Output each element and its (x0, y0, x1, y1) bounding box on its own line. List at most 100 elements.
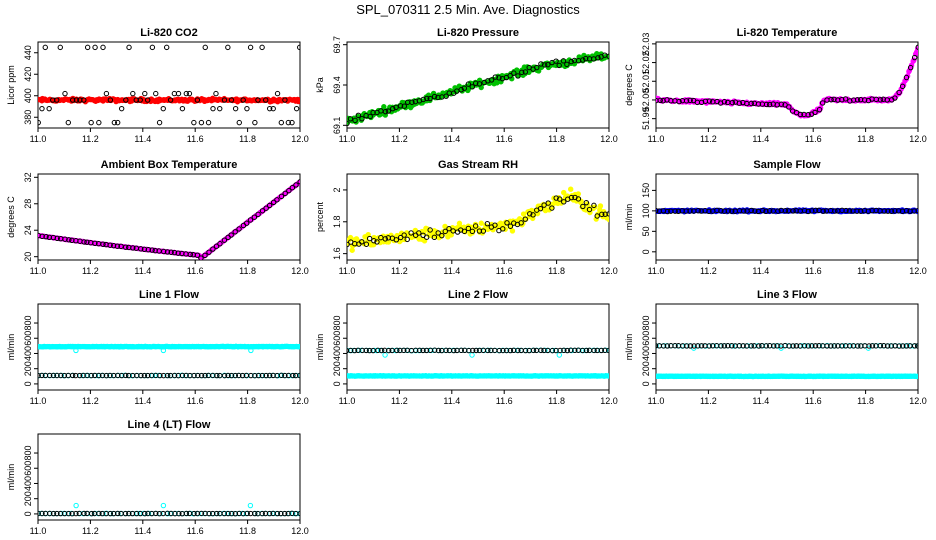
y-axis-label: ml/min (315, 334, 325, 361)
data-point (423, 234, 430, 240)
data-point (687, 208, 693, 214)
x-tick-label: 11.0 (30, 396, 47, 406)
data-point (186, 90, 193, 97)
data-point (484, 220, 491, 227)
data-point (160, 502, 167, 509)
data-point (266, 202, 273, 209)
data-point (507, 223, 514, 229)
data-point (225, 44, 231, 51)
x-tick-label: 11.4 (752, 266, 769, 276)
data-point (202, 372, 208, 379)
y-tick-label: 0 (641, 249, 651, 254)
y-axis-label: ml/min (624, 334, 634, 361)
data-point (352, 117, 358, 124)
chart-panel-7: Line 1 Flow 11.0 11.2 11.4 11.6 11.8 12.0 0 2004… (6, 289, 309, 406)
data-point (47, 510, 53, 517)
data-point (480, 228, 487, 234)
y-tick-label: 200 (23, 361, 33, 376)
data-point (225, 372, 231, 379)
data-point (270, 105, 276, 112)
data-point (877, 97, 884, 103)
y-tick-label: 440 (23, 45, 33, 60)
data-point (469, 84, 475, 90)
data-point (843, 207, 849, 214)
data-point (73, 510, 79, 517)
data-point (236, 119, 242, 126)
x-tick-label: 11.0 (339, 396, 356, 406)
data-point (914, 343, 918, 349)
chart-title: Line 2 Flow (448, 289, 508, 301)
data-point (347, 120, 350, 127)
data-point (752, 208, 758, 214)
data-point (496, 75, 502, 81)
data-point (602, 211, 608, 217)
data-point (903, 343, 910, 349)
data-point (144, 97, 151, 103)
data-point (259, 510, 265, 517)
data-point (96, 372, 102, 379)
data-point (239, 372, 246, 379)
x-tick-label: 11.6 (187, 266, 204, 276)
data-point (767, 343, 773, 349)
data-point (297, 44, 300, 51)
data-point (472, 223, 479, 229)
data-point (602, 347, 608, 354)
data-point (721, 99, 728, 105)
data-point (492, 222, 498, 228)
data-point (255, 211, 261, 218)
chart-panel-1: Li-820 CO2 11.0 11.2 11.4 11.6 11.8 12.0 380 400… (6, 27, 309, 144)
data-point (381, 104, 387, 110)
y-axis-label: percent (315, 201, 325, 232)
data-point (541, 202, 547, 208)
x-tick-label: 12.0 (291, 266, 309, 276)
y-tick-label: 51.99 (641, 107, 651, 130)
data-point (271, 199, 277, 205)
data-point (176, 510, 182, 517)
data-point (435, 230, 441, 236)
data-point (50, 510, 57, 517)
data-point (427, 95, 433, 102)
data-point (895, 208, 902, 214)
data-point (278, 193, 285, 200)
data-point (420, 96, 426, 103)
data-point (586, 206, 593, 213)
x-tick-label: 11.6 (496, 134, 513, 144)
x-tick-label: 12.0 (291, 526, 309, 536)
x-tick-label: 11.8 (548, 266, 565, 276)
data-point (96, 510, 102, 517)
data-point (729, 208, 735, 214)
data-point (171, 249, 178, 256)
data-point (349, 247, 355, 253)
data-point (297, 179, 300, 185)
data-point (583, 199, 590, 206)
data-point (695, 208, 701, 214)
y-axis-label: kPa (315, 77, 325, 93)
data-point (472, 80, 479, 86)
y-tick-label: 800 (641, 316, 651, 331)
data-point (888, 208, 895, 214)
data-point (899, 343, 906, 349)
data-point (73, 97, 80, 103)
data-point (397, 234, 404, 241)
y-tick-label: 1.8 (332, 216, 342, 229)
data-point (183, 372, 189, 379)
data-point (171, 372, 178, 379)
data-point (760, 207, 766, 214)
data-point (359, 347, 365, 354)
data-point (476, 81, 483, 87)
chart-panel-2: Li-820 Pressure 11.0 11.2 11.4 11.6 11.8 12.0 6… (315, 27, 618, 144)
data-point (824, 343, 830, 349)
x-tick-label: 11.8 (239, 134, 256, 144)
data-point (568, 194, 575, 201)
chart-panel-8: Line 2 Flow 11.0 11.2 11.4 11.6 11.8 12.0 0 2004… (315, 289, 618, 406)
data-point (213, 90, 219, 97)
x-tick-label: 11.6 (187, 134, 204, 144)
data-point (183, 90, 190, 97)
data-layer (347, 347, 609, 379)
data-point (81, 97, 87, 103)
x-tick-label: 12.0 (600, 266, 618, 276)
x-tick-label: 11.4 (443, 266, 460, 276)
data-point (435, 347, 442, 354)
data-point (664, 208, 671, 215)
x-tick-label: 11.8 (239, 526, 256, 536)
